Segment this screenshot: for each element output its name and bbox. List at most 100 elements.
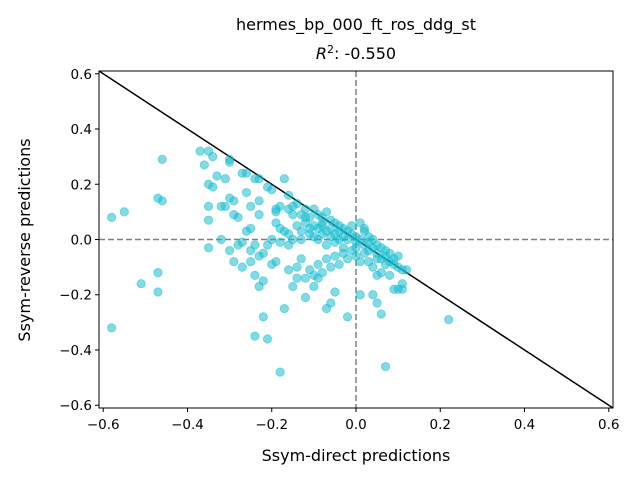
data-point: [372, 254, 382, 264]
data-point: [321, 207, 332, 217]
data-point: [229, 196, 239, 206]
data-point: [153, 287, 163, 297]
data-point: [275, 237, 285, 247]
data-point: [385, 270, 395, 281]
data-point: [401, 265, 412, 275]
y-tick-label: −0.4: [59, 343, 92, 359]
data-point: [241, 168, 252, 178]
x-tick-label: 0.2: [430, 417, 451, 433]
data-point: [241, 226, 252, 236]
data-point: [275, 367, 285, 377]
data-point: [292, 273, 302, 283]
data-point: [296, 226, 306, 236]
data-point: [326, 223, 336, 234]
data-point: [246, 201, 256, 211]
data-point: [157, 154, 167, 164]
data-point: [288, 210, 298, 220]
x-axis-label: Ssym-direct predictions: [262, 446, 451, 465]
data-point: [288, 281, 298, 292]
chart-title: hermes_bp_000_ft_ros_ddg_st: [236, 15, 476, 35]
data-point: [364, 245, 374, 256]
data-point: [203, 201, 214, 211]
chart-subtitle: R2: -0.550: [316, 43, 396, 64]
data-point: [279, 303, 289, 314]
data-point: [262, 334, 273, 344]
data-point: [208, 182, 218, 192]
x-tick-label: −0.6: [87, 417, 120, 433]
data-point: [313, 234, 323, 245]
data-point: [376, 309, 386, 319]
data-point: [136, 279, 146, 289]
data-point: [326, 298, 336, 308]
data-point: [220, 174, 230, 184]
data-point: [300, 212, 311, 223]
data-point: [119, 207, 129, 217]
data-point: [305, 223, 315, 234]
y-tick-label: 0.2: [71, 177, 92, 193]
data-point: [292, 262, 302, 272]
x-tick-label: 0.0: [345, 417, 366, 433]
data-point: [296, 254, 306, 264]
data-point: [212, 171, 222, 181]
data-point: [393, 251, 403, 261]
x-tick-label: 0.6: [598, 417, 619, 433]
data-point: [246, 245, 256, 256]
data-point: [283, 265, 294, 275]
data-point: [233, 212, 243, 223]
data-point: [338, 243, 348, 253]
data-point: [288, 201, 298, 211]
data-point: [153, 268, 163, 278]
data-point: [254, 210, 264, 220]
data-point: [313, 273, 323, 283]
data-point: [241, 187, 252, 198]
data-point: [254, 251, 264, 261]
x-tick-label: −0.4: [171, 417, 204, 433]
y-tick-label: −0.6: [59, 398, 92, 414]
data-point: [444, 315, 454, 325]
data-point: [216, 234, 226, 245]
data-point: [326, 262, 336, 272]
y-axis-label: Ssym-reverse predictions: [15, 138, 34, 341]
data-point: [300, 273, 311, 283]
data-point: [372, 298, 382, 308]
x-tick-label: −0.2: [255, 417, 288, 433]
data-point: [279, 174, 289, 184]
data-point: [229, 256, 239, 267]
data-point: [107, 323, 117, 333]
data-point: [342, 312, 353, 322]
data-point: [250, 331, 260, 341]
data-point: [317, 221, 327, 231]
data-point: [237, 262, 247, 272]
data-point: [254, 281, 264, 292]
plot-area: −0.6 −0.4 −0.2 0.0 0.2 0.4 0.6 −0.6 −0.4 −0.2 0.0 0…: [59, 67, 619, 433]
y-tick-label: 0.0: [71, 233, 92, 249]
data-point: [199, 160, 209, 170]
data-point: [359, 223, 370, 234]
data-point: [389, 284, 399, 294]
data-point: [368, 290, 378, 300]
r-squared-value: : -0.550: [334, 44, 396, 63]
data-point: [296, 234, 306, 245]
data-point: [364, 256, 374, 267]
data-point: [300, 204, 311, 214]
data-point: [355, 290, 365, 300]
data-point: [203, 243, 214, 253]
data-point: [283, 229, 294, 239]
data-point: [233, 240, 243, 250]
data-point: [225, 154, 235, 164]
data-point: [246, 256, 256, 267]
data-point: [334, 259, 344, 269]
data-point: [321, 254, 332, 264]
data-point: [254, 174, 264, 184]
data-point: [258, 312, 268, 322]
data-point: [309, 281, 319, 292]
x-tick-label: 0.4: [514, 417, 535, 433]
r-squared-exponent: 2: [327, 43, 334, 56]
data-point: [330, 237, 340, 247]
y-tick-label: −0.2: [59, 288, 92, 304]
data-point: [334, 226, 344, 236]
data-point: [330, 287, 340, 297]
data-point: [380, 259, 391, 269]
data-point: [250, 270, 260, 281]
